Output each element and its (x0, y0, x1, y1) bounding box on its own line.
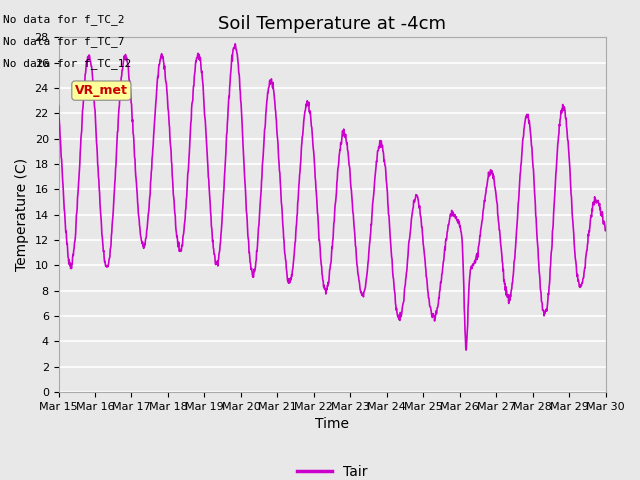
X-axis label: Time: Time (315, 418, 349, 432)
Text: VR_met: VR_met (75, 84, 128, 97)
Text: No data for f_TC_7: No data for f_TC_7 (3, 36, 125, 47)
Text: No data for f_TC_12: No data for f_TC_12 (3, 58, 131, 69)
Legend: Tair: Tair (291, 459, 373, 480)
Text: No data for f_TC_2: No data for f_TC_2 (3, 14, 125, 25)
Y-axis label: Temperature (C): Temperature (C) (15, 158, 29, 271)
Title: Soil Temperature at -4cm: Soil Temperature at -4cm (218, 15, 446, 33)
